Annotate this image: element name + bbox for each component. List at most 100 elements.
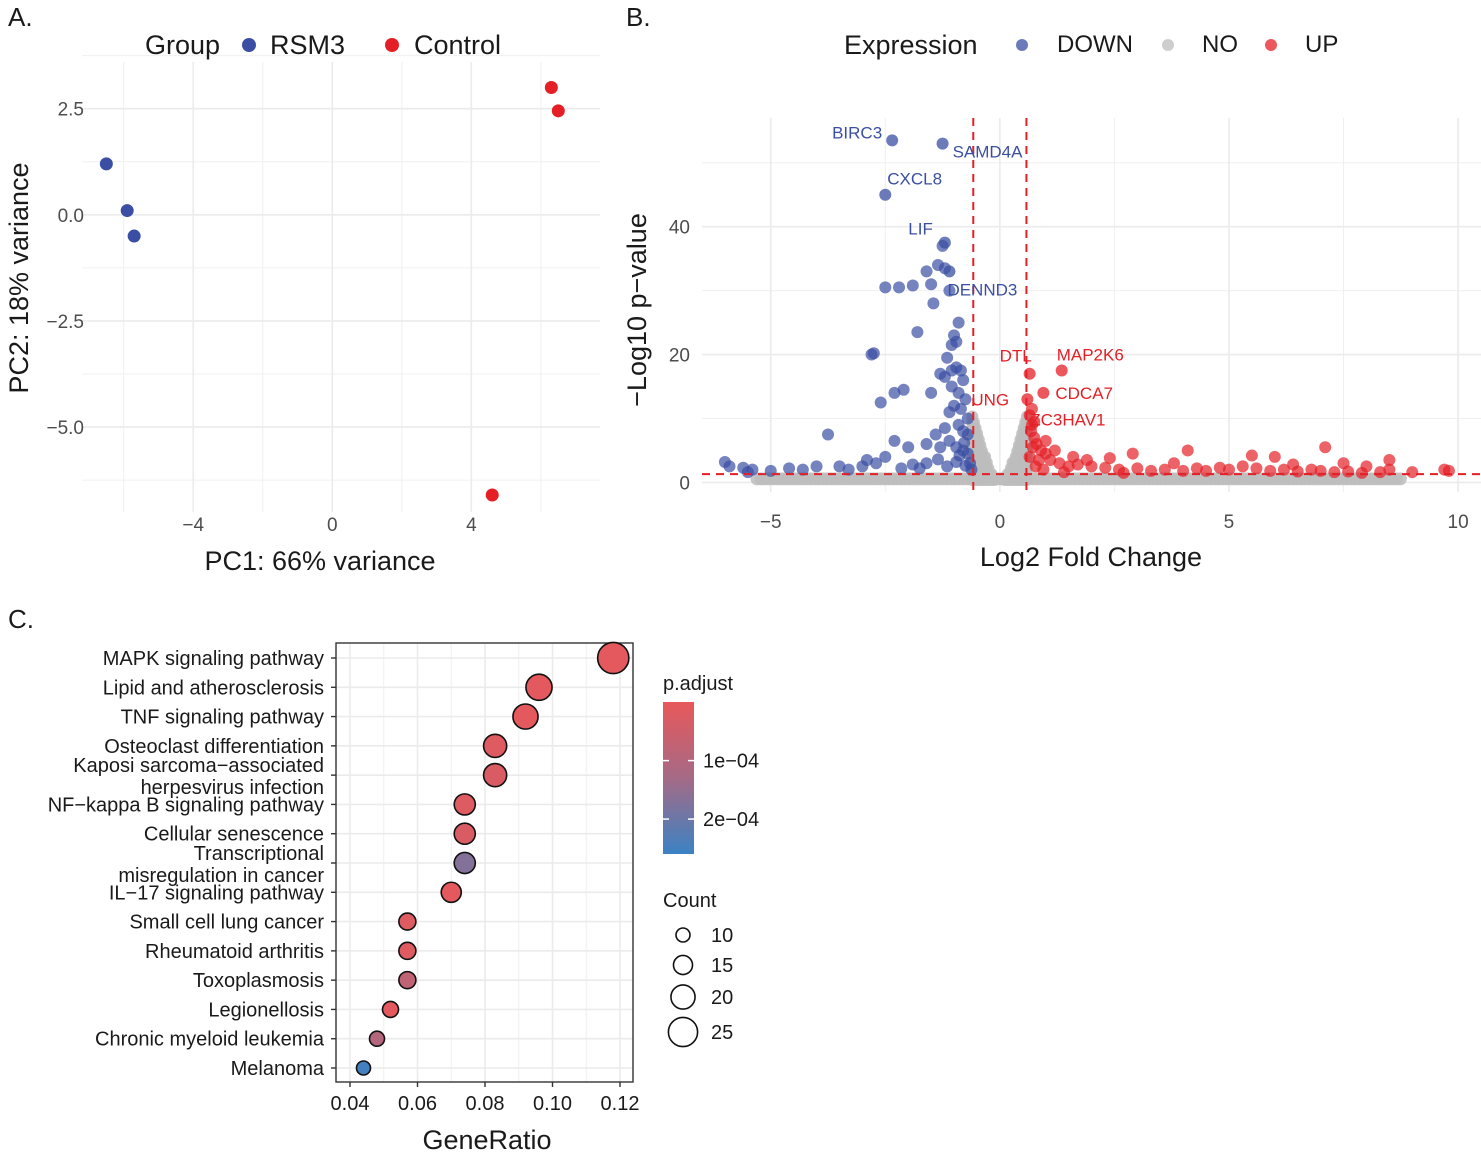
- pca-y-ticks: 2.5 0.0 −2.5 −5.0: [46, 100, 84, 439]
- enrichment-grid: [335, 642, 634, 1083]
- volcano-up-point: [1383, 454, 1396, 467]
- volcano-up-point: [1190, 462, 1203, 475]
- enrichment-category-label: Osteoclast differentiation: [104, 736, 324, 758]
- enrichment-category-label: IL−17 signaling pathway: [109, 882, 324, 904]
- volcano-gene-label: CXCL8: [887, 170, 942, 189]
- volcano-down-point: [895, 462, 908, 475]
- volcano-gene-label: ZC3HAV1: [1030, 411, 1105, 430]
- count-legend-circle: [667, 1016, 699, 1048]
- volcano-down-point: [741, 466, 754, 479]
- volcano-labeled-point: [1055, 364, 1068, 377]
- enrichment-dot: [368, 1030, 386, 1048]
- volcano-down-point: [948, 329, 961, 342]
- volcano-down-point: [941, 460, 954, 473]
- volcano-up-point: [1319, 441, 1332, 454]
- volcano-grid: [702, 118, 1481, 492]
- volcano-up-point: [1374, 466, 1387, 479]
- enrichment-dot: [482, 762, 508, 788]
- volcano-up-point: [1026, 441, 1039, 454]
- pca-legend-title: Group: [145, 30, 220, 60]
- volcano-up-point: [1383, 463, 1396, 476]
- volcano-points: [718, 134, 1455, 479]
- volcano-down-point: [867, 347, 880, 360]
- padjust-legend-title: p.adjust: [663, 673, 733, 695]
- volcano-down-point: [927, 297, 940, 310]
- volcano-down-point: [958, 436, 971, 449]
- volcano-down-point: [931, 453, 944, 466]
- pca-legend-rsm3-label: RSM3: [270, 30, 345, 60]
- enrichment-category-label: Transcriptional: [194, 843, 324, 865]
- volcano-legend-title: Expression: [844, 30, 978, 60]
- enrichment-x-tick-label: 0.04: [331, 1093, 370, 1115]
- volcano-down-point: [954, 364, 967, 377]
- pca-x-tick-label: 4: [466, 515, 477, 536]
- volcano-down-point: [925, 278, 938, 291]
- pca-legend: Group RSM3 Control: [145, 30, 501, 60]
- volcano-up-point: [1145, 464, 1158, 477]
- pca-y-tick-label: 2.5: [58, 100, 84, 121]
- volcano-legend-up-label: UP: [1305, 31, 1338, 58]
- volcano-up-point: [1117, 466, 1130, 479]
- enrichment-x-tick-label: 0.12: [601, 1093, 640, 1115]
- volcano-gene-label: BIRC3: [832, 123, 882, 142]
- padjust-tick-label: 1e−04: [703, 751, 759, 773]
- count-legend-title: Count: [663, 890, 717, 912]
- volcano-legend: Expression DOWN NO UP: [844, 30, 1338, 60]
- volcano-x-tick-label: 0: [995, 512, 1006, 533]
- pca-legend-rsm3-swatch: [242, 38, 256, 52]
- enrichment-dot: [453, 793, 477, 816]
- enrichment-dot: [596, 641, 630, 675]
- volcano-down-point: [842, 463, 855, 476]
- volcano-down-point: [764, 464, 777, 477]
- enrichment-x-axis-title: GeneRatio: [422, 1125, 551, 1155]
- pca-x-axis-title: PC1: 66% variance: [204, 546, 435, 576]
- volcano-down-point: [810, 460, 823, 473]
- volcano-ns-point: [1393, 472, 1407, 486]
- volcano-up-point: [1328, 466, 1341, 479]
- volcano-down-point: [902, 441, 915, 454]
- volcano-up-point: [1099, 461, 1112, 474]
- volcano-up-point: [1277, 463, 1290, 476]
- pca-point-rsm3: [120, 204, 134, 218]
- volcano-gene-label: DTL: [1000, 347, 1032, 366]
- volcano-down-point: [860, 454, 873, 467]
- volcano-up-point: [1177, 464, 1190, 477]
- pca-y-tick-label: −5.0: [46, 418, 84, 439]
- volcano-up-point: [1442, 464, 1455, 477]
- volcano-gene-label: DENND3: [947, 280, 1017, 299]
- volcano-down-point: [906, 279, 919, 292]
- enrichment-dots: [355, 641, 630, 1076]
- volcano-y-axis-title: −Log10 p−value: [622, 213, 652, 407]
- panel-b-letter: B.: [626, 2, 651, 32]
- enrichment-x-ticks: 0.04 0.06 0.08 0.10 0.12: [331, 1082, 640, 1115]
- panel-a-letter: A.: [8, 2, 33, 32]
- volcano-down-point: [925, 386, 938, 399]
- volcano-up-point: [1058, 466, 1071, 479]
- pca-grid: [82, 55, 600, 512]
- volcano-up-point: [1200, 464, 1213, 477]
- enrichment-category-label: misregulation in cancer: [118, 865, 324, 887]
- volcano-labeled-point: [936, 137, 949, 150]
- volcano-x-axis-title: Log2 Fold Change: [980, 542, 1202, 572]
- volcano-up-point: [1167, 457, 1180, 470]
- volcano-labeled-point: [938, 236, 951, 249]
- volcano-down-point: [945, 380, 958, 393]
- volcano-down-point: [893, 281, 906, 294]
- enrichment-category-label: Chronic myeloid leukemia: [95, 1029, 325, 1051]
- count-legend-label: 25: [711, 1022, 733, 1044]
- enrichment-category-label: herpesvirus infection: [141, 777, 324, 799]
- pca-legend-control-label: Control: [414, 30, 501, 60]
- volcano-x-ticks: −5 0 5 10: [760, 512, 1469, 533]
- enrichment-category-label: Kaposi sarcoma−associated: [73, 755, 324, 777]
- pca-y-tick-label: −2.5: [46, 312, 84, 333]
- enrichment-category-label: NF−kappa B signaling pathway: [48, 794, 324, 816]
- enrichment-category-label: Toxoplasmosis: [193, 970, 324, 992]
- pca-point-control: [485, 488, 499, 502]
- volcano-labeled-point: [879, 188, 892, 201]
- volcano-up-point: [1158, 463, 1171, 476]
- volcano-panel: −5 0 5 10 0 20 40 BIRC3 SAMD4A CXCL8 LIF DENND3 DT…: [622, 30, 1481, 572]
- volcano-down-point: [943, 284, 956, 297]
- volcano-down-point: [941, 351, 954, 364]
- enrichment-category-labels: MAPK signaling pathway Lipid and atherosc…: [48, 648, 336, 1080]
